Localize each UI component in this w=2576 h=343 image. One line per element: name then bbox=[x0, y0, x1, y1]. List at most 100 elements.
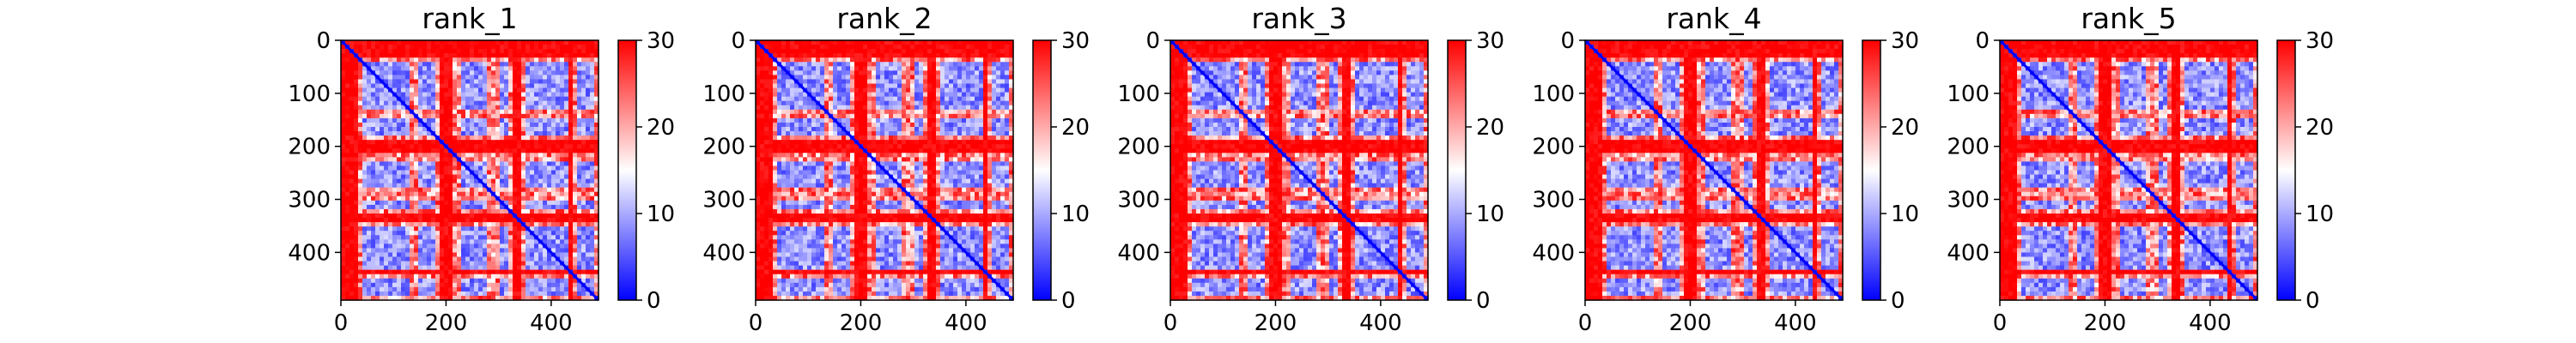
heatmap-cell bbox=[513, 183, 518, 189]
heatmap-cell bbox=[568, 218, 574, 223]
heatmap-cell bbox=[859, 100, 864, 106]
heatmap-cell bbox=[983, 113, 988, 119]
heatmap-cell bbox=[820, 127, 825, 132]
heatmap-cell bbox=[405, 83, 410, 89]
heatmap-cell bbox=[910, 127, 915, 132]
heatmap-cell bbox=[349, 239, 355, 244]
heatmap-cell bbox=[367, 113, 372, 119]
heatmap-cell bbox=[440, 117, 445, 123]
heatmap-cell bbox=[945, 45, 950, 50]
heatmap-cell bbox=[500, 109, 505, 115]
heatmap-cell bbox=[807, 135, 812, 141]
y-tick-label: 0 bbox=[316, 28, 331, 54]
heatmap-cell bbox=[586, 83, 591, 89]
heatmap-cell bbox=[435, 222, 440, 227]
heatmap-cell bbox=[427, 222, 432, 227]
heatmap-cell bbox=[534, 218, 539, 223]
heatmap-cell bbox=[483, 157, 488, 162]
heatmap-cell bbox=[867, 96, 872, 102]
heatmap-cell bbox=[846, 96, 851, 102]
heatmap-cell bbox=[577, 117, 582, 123]
heatmap-cell bbox=[478, 153, 483, 158]
heatmap-cell bbox=[461, 208, 466, 214]
heatmap-cell bbox=[414, 157, 419, 162]
heatmap-cell bbox=[513, 70, 518, 75]
heatmap-cell bbox=[590, 161, 595, 167]
heatmap-cell bbox=[543, 170, 548, 176]
heatmap-cell bbox=[927, 45, 933, 50]
heatmap-cell bbox=[349, 282, 355, 288]
heatmap-cell bbox=[590, 196, 595, 202]
heatmap-cell bbox=[854, 57, 860, 63]
heatmap-cell bbox=[764, 109, 769, 115]
heatmap-cell bbox=[495, 40, 501, 45]
heatmap-cell bbox=[992, 105, 997, 111]
heatmap-cell bbox=[358, 248, 363, 254]
heatmap-cell bbox=[358, 187, 363, 193]
heatmap-cell bbox=[380, 214, 385, 219]
heatmap-cell bbox=[799, 79, 804, 85]
heatmap-cell bbox=[773, 75, 778, 81]
heatmap-cell bbox=[530, 87, 535, 93]
heatmap-cell bbox=[534, 256, 539, 262]
heatmap-cell bbox=[461, 204, 466, 210]
heatmap-cell bbox=[530, 96, 535, 102]
heatmap-cell bbox=[448, 165, 453, 172]
heatmap-cell bbox=[556, 122, 561, 128]
heatmap-cell bbox=[517, 178, 522, 184]
heatmap-cell bbox=[362, 100, 368, 106]
heatmap-cell bbox=[979, 45, 984, 50]
heatmap-cell bbox=[807, 113, 812, 119]
heatmap-cell bbox=[872, 117, 877, 123]
heatmap-cell bbox=[577, 248, 582, 254]
heatmap-cell bbox=[564, 256, 569, 262]
heatmap-cell bbox=[568, 161, 574, 167]
heatmap-cell bbox=[500, 235, 505, 240]
heatmap-cell bbox=[504, 178, 509, 184]
heatmap-cell bbox=[517, 144, 522, 149]
heatmap-cell bbox=[495, 200, 501, 206]
heatmap-cell bbox=[564, 153, 569, 158]
heatmap-cell bbox=[470, 183, 475, 189]
heatmap-cell bbox=[508, 122, 513, 128]
heatmap-cell bbox=[444, 100, 449, 106]
heatmap-cell bbox=[884, 113, 890, 119]
heatmap-cell bbox=[470, 96, 475, 102]
heatmap-cell bbox=[405, 117, 410, 123]
heatmap-cell bbox=[440, 157, 445, 162]
heatmap-cell bbox=[970, 79, 975, 85]
heatmap-cell bbox=[829, 62, 834, 67]
heatmap-cell bbox=[367, 269, 372, 275]
heatmap-cell bbox=[586, 140, 591, 145]
heatmap-cell bbox=[760, 109, 765, 115]
heatmap-cell bbox=[992, 79, 997, 85]
heatmap-cell bbox=[384, 75, 389, 81]
heatmap-cell bbox=[957, 66, 963, 71]
heatmap-cell bbox=[354, 49, 359, 54]
heatmap-cell bbox=[435, 226, 440, 232]
heatmap-cell bbox=[371, 165, 376, 172]
heatmap-cell bbox=[872, 49, 877, 54]
heatmap-cell bbox=[538, 295, 544, 301]
heatmap-cell bbox=[1000, 109, 1005, 115]
heatmap-cell bbox=[556, 57, 561, 63]
heatmap-cell bbox=[422, 79, 428, 85]
heatmap-cell bbox=[586, 244, 591, 249]
heatmap-cell bbox=[380, 62, 385, 67]
heatmap-cell bbox=[371, 226, 376, 232]
heatmap-cell bbox=[418, 57, 423, 63]
heatmap-cell bbox=[354, 161, 359, 167]
heatmap-cell bbox=[349, 295, 355, 301]
heatmap-cell bbox=[586, 40, 591, 45]
heatmap-cell bbox=[530, 75, 535, 81]
heatmap-cell bbox=[573, 183, 578, 189]
heatmap-cell bbox=[824, 40, 829, 45]
heatmap-cell bbox=[397, 174, 402, 180]
heatmap-cell bbox=[487, 135, 492, 141]
heatmap-cell bbox=[431, 265, 436, 271]
heatmap-cell bbox=[478, 165, 483, 172]
heatmap-cell bbox=[362, 231, 368, 236]
heatmap-cell bbox=[371, 231, 376, 236]
heatmap-cell bbox=[367, 218, 372, 223]
